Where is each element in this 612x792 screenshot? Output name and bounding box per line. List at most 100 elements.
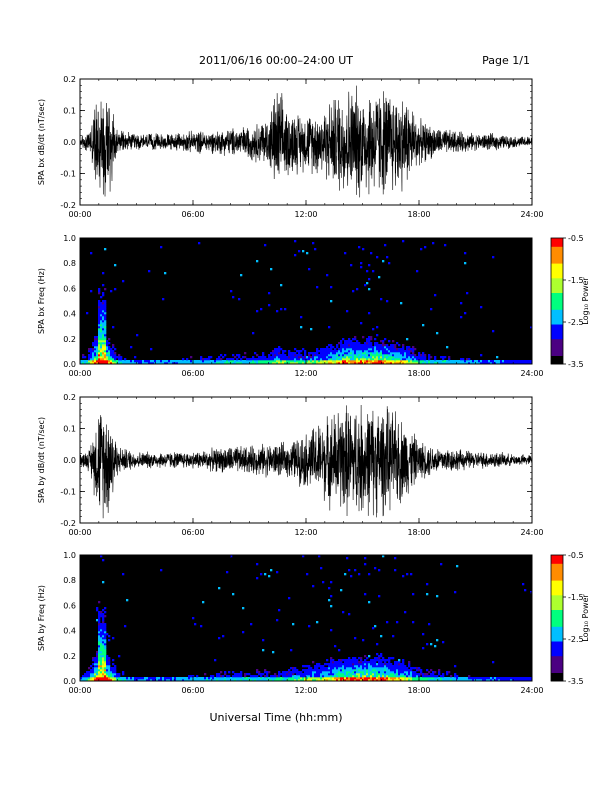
spectrogram-cell [386, 675, 389, 678]
spectrogram-cell [380, 673, 383, 676]
spectrogram-cell [94, 661, 97, 664]
spectrogram-cell [102, 306, 105, 309]
spectrogram-cell [300, 350, 303, 353]
spectrogram-cell [332, 659, 335, 662]
spectrogram-cell [524, 360, 527, 363]
spectrogram-cell [108, 360, 111, 363]
spectrogram-cell [330, 667, 333, 670]
spectrogram-cell [100, 318, 103, 321]
colorbar-segment [551, 288, 563, 291]
spectrogram-cell [318, 675, 321, 678]
spectrogram-cell [392, 358, 395, 361]
spectrogram-cell [364, 354, 367, 357]
spectrogram-cell [154, 677, 157, 680]
spectrogram-cell [330, 360, 333, 363]
spectrogram-cell [416, 669, 419, 672]
spectrogram-cell [98, 637, 101, 640]
spectrogram-cell [376, 348, 379, 351]
spectrogram-cell [316, 673, 319, 676]
spectrogram-cell [340, 348, 343, 351]
spectrogram-cell [470, 677, 473, 680]
spectrogram-cell [368, 352, 371, 355]
spectrogram-cell [382, 671, 385, 674]
spectrogram-cell [422, 324, 425, 327]
spectrogram-cell [426, 669, 429, 672]
spectrogram-cell [394, 557, 397, 560]
spectrogram-cell [402, 354, 405, 357]
spectrogram-cell [348, 360, 351, 363]
spectrogram-cell [342, 659, 345, 662]
spectrogram-cell [382, 675, 385, 678]
spectrogram-cell [404, 611, 407, 614]
spectrogram-cell [90, 352, 93, 355]
spectrogram-cell [348, 677, 351, 680]
spectrogram-cell [426, 675, 429, 678]
spectrogram-cell [254, 677, 257, 680]
spectrogram-cell [100, 360, 103, 363]
spectrogram-cell [352, 669, 355, 672]
spectrogram-cell [154, 360, 157, 363]
spectrogram-cell [294, 667, 297, 670]
spectrogram-cell [354, 352, 357, 355]
spectrogram-cell [340, 671, 343, 674]
spectrogram-cell [322, 360, 325, 363]
spectrogram-cell [100, 615, 103, 618]
spectrogram-cell [448, 360, 451, 363]
spectrogram-cell [256, 675, 259, 678]
spectrogram-cell [294, 348, 297, 351]
spectrogram-cell [308, 268, 311, 271]
spectrogram-cell [330, 352, 333, 355]
spectrogram-cell [218, 677, 221, 680]
spectrogram-cell [326, 356, 329, 359]
colorbar-segment [551, 248, 563, 251]
spectrogram-cell [412, 673, 415, 676]
spectrogram-cell [260, 308, 263, 311]
spectrogram-cell [346, 360, 349, 363]
spectrogram-cell [390, 667, 393, 670]
spectrogram-cell [448, 358, 451, 361]
spectrogram-cell [364, 679, 367, 681]
spectrogram-cell [328, 663, 331, 666]
spectrogram-cell [284, 358, 287, 361]
spectrogram-cell [454, 679, 457, 681]
spectrogram-cell [330, 659, 333, 662]
spectrogram-cell [338, 356, 341, 359]
spectrogram-cell [100, 669, 103, 672]
spectrogram-cell [406, 352, 409, 355]
spectrogram-cell [256, 362, 259, 364]
spectrogram-cell [390, 346, 393, 349]
spectrogram-cell [364, 671, 367, 674]
spectrogram-cell [506, 360, 509, 363]
spectrogram-cell [200, 679, 203, 681]
colorbar-tick-label: -1.5 [568, 593, 584, 602]
spectrogram-cell [348, 667, 351, 670]
spectrogram-cell [462, 677, 465, 680]
spectrogram-cell [220, 360, 223, 363]
spectrogram-cell [368, 360, 371, 363]
colorbar-segment [551, 573, 563, 577]
spectrogram-cell [282, 354, 285, 357]
spectrogram-cell [516, 679, 519, 681]
spectrogram-cell [270, 352, 273, 355]
spectrogram-cell [262, 358, 265, 361]
spectrogram-cell [378, 356, 381, 359]
spectrogram-cell [370, 352, 373, 355]
colorbar-segment [551, 639, 563, 642]
spectrogram-cell [502, 679, 505, 681]
spectrogram-cell [326, 358, 329, 361]
spectrogram-cell [348, 354, 351, 357]
spectrogram-cell [374, 344, 377, 347]
spectrogram-cell [96, 677, 99, 680]
spectrogram-cell [100, 362, 103, 364]
spectrogram-cell [92, 669, 95, 672]
spectrogram-cell [432, 671, 435, 674]
spectrogram-cell [520, 677, 523, 680]
spectrogram-cell [212, 362, 215, 364]
colorbar-segment [551, 353, 563, 356]
spectrogram-cell [454, 362, 457, 364]
spectrogram-cell [306, 356, 309, 359]
spectrogram-cell [434, 671, 437, 674]
spectrogram-cell [110, 356, 113, 359]
spectrogram-cell [380, 348, 383, 351]
spectrogram-cell [288, 669, 291, 672]
